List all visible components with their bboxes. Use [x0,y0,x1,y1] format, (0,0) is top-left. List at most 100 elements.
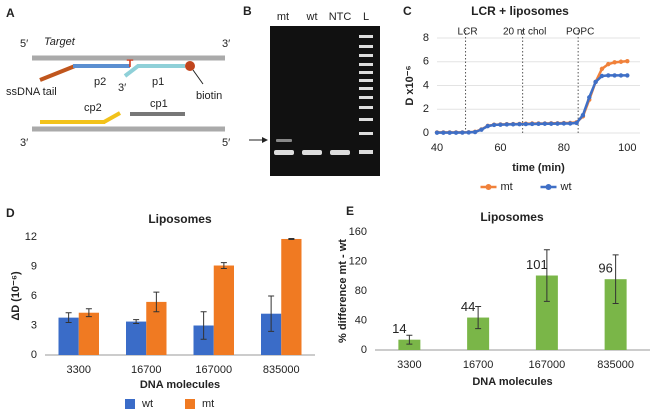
y-tick-label: 3 [31,319,37,331]
data-point [612,73,617,78]
y-tick-label: 0 [361,344,367,356]
error-bar [406,334,413,345]
annotation-label: LCR [458,27,478,38]
data-label: 96 [598,261,612,276]
x-tick-label: 3300 [67,364,91,376]
ladder-band [359,71,373,74]
x-tick-label: 80 [558,142,570,154]
y-axis-label: D x10⁻⁶ [404,65,416,105]
probe-label: p1 [152,76,164,88]
ladder-band [359,45,373,48]
ladder-band [359,118,373,121]
bar [213,265,234,355]
biotin [185,61,195,71]
probe-label: cp2 [84,102,102,114]
legend-swatch [125,399,135,409]
data-point [491,122,497,128]
bar [193,325,214,355]
panel-label: A [6,6,15,20]
data-point [568,121,573,126]
end-label: 5′ [20,38,28,50]
legend-swatch [185,399,195,409]
data-point [529,121,535,127]
ladder-band [359,106,373,109]
data-point [536,121,541,127]
bar [58,317,79,355]
data-point [625,73,630,78]
target-label: Target [44,36,76,48]
error-bar [200,311,207,340]
y-tick-label: 6 [31,290,37,302]
data-point [466,130,471,135]
ladder-band [359,132,373,135]
bar [604,279,627,350]
data-point [498,122,503,127]
lane-label: NTC [329,11,352,23]
tail-label: ssDNA tail [6,86,57,98]
data-point [542,121,548,126]
x-axis-label: DNA molecules [140,379,220,391]
legend-label: wt [141,398,153,410]
data-point [447,130,452,135]
y-tick-label: 160 [349,226,367,238]
y-tick-label: 4 [423,79,429,91]
lane-label: wt [306,11,318,23]
ladder-band [359,54,373,57]
legend-label: wt [560,181,572,193]
data-point [618,59,624,64]
ladder-band [359,63,373,66]
panel-a: A T 5′ Target 3′ ssDNA tail p2 3′ p1 bio… [6,6,230,149]
bar [146,301,167,355]
y-tick-label: 2 [423,103,429,115]
y-tick-label: 40 [355,314,367,326]
y-tick-label: 8 [423,32,429,44]
lane-label: mt [277,11,289,23]
panel-label: B [243,4,252,18]
data-point [517,122,522,127]
y-axis-label: % difference mt - wt [337,239,349,343]
y-tick-label: 9 [31,260,37,272]
arrow-head [262,137,268,143]
band [276,139,292,142]
data-point [580,112,586,118]
bar [126,321,147,355]
data-point [574,120,579,126]
bar [467,317,490,350]
data-point [453,130,459,135]
biotin-pointer [192,69,204,85]
error-bar [220,262,227,269]
error-bar [85,308,92,318]
ladder-band [359,87,373,90]
lane-label: L [363,11,369,23]
error-bar [65,312,72,324]
data-label: 44 [461,299,475,314]
data-point [460,130,465,135]
error-bar [612,254,619,305]
ssdna-tail [39,64,76,82]
band [274,150,294,155]
bar [281,238,302,355]
probe-cp2-bend [103,111,121,124]
legend-swatch [485,184,492,190]
x-tick-label: 3300 [397,359,421,371]
band [302,150,322,155]
data-point [606,73,611,78]
x-tick-label: 835000 [263,364,300,376]
data-point [548,121,554,126]
y-axis-label: ΔD (10⁻⁶) [10,271,22,321]
ladder-band [359,96,373,99]
annotation-label: POPC [566,27,594,38]
gel-bands [274,35,373,155]
y-tick-label: 120 [349,255,367,267]
y-tick-label: 12 [25,231,37,243]
data-point [561,121,567,126]
x-tick-label: 40 [431,142,443,154]
end-label: 3′ [118,82,126,94]
y-tick-label: 6 [423,56,429,68]
x-tick-label: 16700 [463,359,494,371]
data-point [593,79,598,85]
probe-p1 [123,64,185,78]
data-point [606,61,611,67]
panel-label: D [6,206,15,220]
end-label: 3′ [20,137,28,149]
